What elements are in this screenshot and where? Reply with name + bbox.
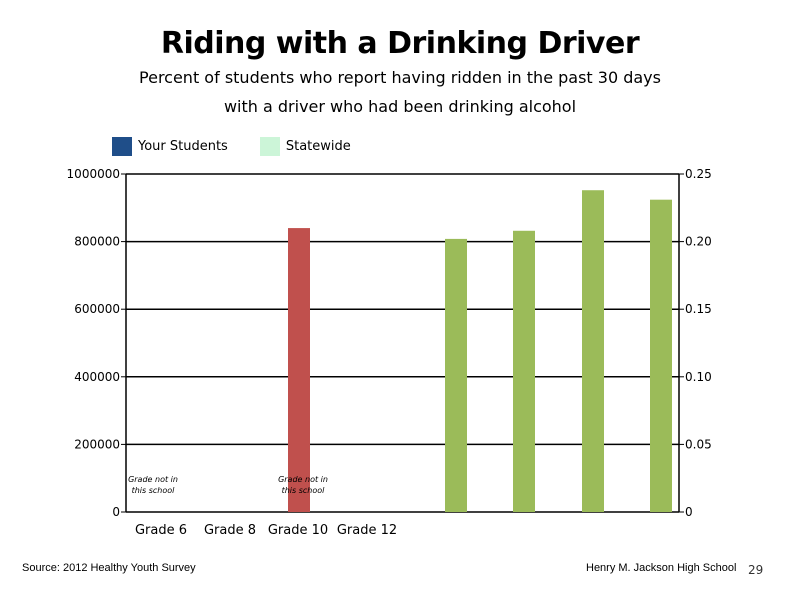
bar — [445, 238, 467, 512]
chart-legend: Your Students Statewide — [112, 136, 383, 156]
left-axis-tick-label: 0 — [112, 505, 120, 519]
annotation-grade-not-in-school: this school — [282, 486, 326, 495]
legend-item-statewide: Statewide — [259, 136, 351, 156]
legend-label-statewide: Statewide — [285, 138, 351, 154]
right-axis-tick-label: 0.25 — [685, 167, 712, 181]
x-axis-category-label: Grade 12 — [337, 523, 397, 538]
legend-item-your-students: Your Students — [112, 136, 228, 156]
left-axis-tick-label: 1000000 — [67, 167, 120, 181]
right-axis-tick-label: 0 — [685, 505, 693, 519]
left-axis-tick-label: 400000 — [74, 370, 120, 384]
chart-subtitle-line2: with a driver who had been drinking alco… — [223, 97, 577, 116]
legend-label-your-students: Your Students — [138, 138, 228, 154]
bar — [288, 228, 310, 512]
right-axis-tick-label: 0.20 — [685, 235, 712, 249]
left-axis-tick-label: 800000 — [74, 235, 120, 249]
annotation-grade-not-in-school: Grade not in — [278, 475, 328, 484]
x-axis-category-label: Grade 8 — [204, 523, 256, 538]
x-axis-category-label: Grade 10 — [268, 523, 328, 538]
page-number: 29 — [748, 563, 764, 577]
right-axis-tick-label: 0.15 — [685, 302, 712, 316]
legend-swatch-your-students — [112, 136, 132, 156]
annotation-grade-not-in-school: this school — [132, 486, 176, 495]
source-note: Source: 2012 Healthy Youth Survey — [22, 562, 196, 574]
chart-title: Riding with a Drinking Driver — [160, 26, 640, 61]
bar — [513, 230, 535, 512]
legend-swatch-statewide — [259, 136, 280, 156]
right-axis-tick-label: 0.05 — [685, 437, 712, 451]
left-axis-tick-label: 600000 — [74, 302, 120, 316]
bar — [582, 190, 604, 512]
right-axis-tick-label: 0.10 — [685, 370, 712, 384]
school-name: Henry M. Jackson High School — [586, 562, 737, 574]
left-axis-tick-label: 200000 — [74, 437, 120, 451]
bar — [650, 199, 672, 513]
chart-subtitle-line1: Percent of students who report having ri… — [139, 68, 661, 87]
x-axis-category-label: Grade 6 — [135, 523, 187, 538]
annotation-grade-not-in-school: Grade not in — [128, 475, 178, 484]
